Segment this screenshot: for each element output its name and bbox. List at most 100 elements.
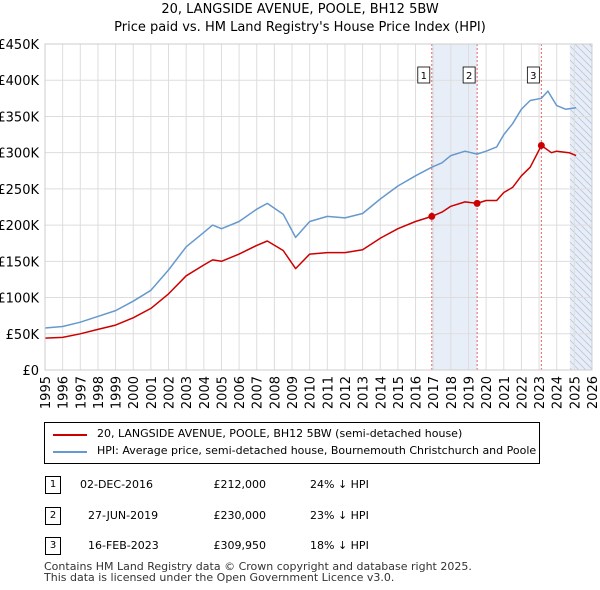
x-tick-label: 2009 — [286, 376, 301, 409]
sale-number-badge: 3 — [45, 537, 61, 555]
hatch-line — [569, 164, 593, 188]
hatch-line — [569, 255, 593, 279]
hatch-line — [569, 234, 593, 258]
footer-line-2: This data is licensed under the Open Gov… — [44, 571, 395, 584]
x-tick-label: 2018 — [445, 376, 460, 409]
x-tick-label: 2002 — [163, 376, 178, 409]
table-row: 1 02-DEC-2016 £212,000 24% ↓ HPI — [0, 474, 600, 498]
x-tick-label: 2023 — [533, 376, 548, 409]
legend-label-property: 20, LANGSIDE AVENUE, POOLE, BH12 5BW (se… — [97, 427, 463, 440]
sale-label: 1 — [421, 71, 427, 82]
hatch-line — [569, 332, 593, 356]
hatch-line — [569, 297, 593, 321]
y-tick-label: £350K — [0, 110, 39, 125]
sale-date: 27-JUN-2019 — [88, 509, 159, 522]
table-row: 3 16-FEB-2023 £309,950 18% ↓ HPI — [0, 535, 600, 559]
plot-frame — [44, 43, 593, 371]
hatch-line — [569, 143, 593, 167]
hatch-line — [569, 59, 593, 83]
property-price-line — [44, 144, 577, 339]
chart-title: 20, LANGSIDE AVENUE, POOLE, BH12 5BW — [161, 2, 439, 17]
x-tick-label: 2017 — [427, 376, 442, 409]
sale-hpi-diff: 23% ↓ HPI — [310, 509, 369, 522]
x-tick-label: 2010 — [304, 376, 319, 409]
x-tick-label: 2012 — [339, 376, 354, 409]
legend: 20, LANGSIDE AVENUE, POOLE, BH12 5BW (se… — [44, 422, 540, 464]
sale-price: £212,000 — [213, 478, 267, 491]
sale-price: £230,000 — [213, 509, 267, 522]
sale-point — [537, 141, 545, 149]
hatch-line — [569, 318, 593, 342]
x-tick-label: 1996 — [57, 376, 72, 409]
hatch-line — [569, 108, 593, 132]
footer: Contains HM Land Registry data © Crown c… — [44, 561, 472, 583]
legend-swatch-hpi — [53, 451, 87, 453]
hatch-line — [569, 311, 593, 335]
hatch-line — [569, 192, 593, 216]
sale-label-box — [526, 66, 540, 84]
x-tick-label: 2016 — [410, 376, 425, 409]
sale-hpi-diff: 24% ↓ HPI — [310, 478, 369, 491]
shaded-range-1 — [431, 44, 478, 370]
sale-number-badge: 2 — [45, 507, 61, 525]
hatch-line — [569, 241, 593, 265]
footer-line-1: Contains HM Land Registry data © Crown c… — [44, 560, 472, 573]
x-tick-label: 2008 — [268, 376, 283, 409]
hatch-line — [569, 45, 593, 69]
hatch-line — [569, 171, 593, 195]
y-tick-label: £100K — [0, 292, 39, 307]
sale-hpi-diff: 18% ↓ HPI — [310, 539, 369, 552]
y-tick-label: £200K — [0, 219, 39, 234]
hatch-line — [569, 66, 593, 90]
x-tick-label: 2011 — [321, 376, 336, 409]
sale-point — [473, 199, 481, 207]
hatch-line — [569, 227, 593, 251]
hatch-line — [588, 43, 593, 48]
y-tick-label: £50K — [6, 328, 40, 343]
y-tick-label: £0 — [22, 364, 39, 379]
hatch-line — [569, 73, 593, 97]
x-tick-label: 2004 — [198, 376, 213, 409]
hatch-line — [569, 129, 593, 153]
y-tick-label: £400K — [0, 74, 39, 89]
table-row: 2 27-JUN-2019 £230,000 23% ↓ HPI — [0, 505, 600, 529]
hatch-line — [581, 43, 593, 55]
hatch-line — [569, 304, 593, 328]
x-tick-label: 2013 — [357, 376, 372, 409]
sale-label: 2 — [466, 71, 472, 82]
x-tick-label: 2025 — [568, 376, 583, 409]
x-tick-label: 2003 — [180, 376, 195, 409]
hatch-line — [569, 136, 593, 160]
x-tick-label: 2006 — [233, 376, 248, 409]
y-tick-label: £450K — [0, 38, 39, 53]
hatch-line — [569, 276, 593, 300]
hatch-line — [569, 87, 593, 111]
hatch-line — [569, 290, 593, 314]
sale-point — [428, 212, 436, 220]
hatch-line — [569, 269, 593, 293]
x-tick-label: 1998 — [92, 376, 107, 409]
hatch-line — [569, 199, 593, 223]
legend-label-hpi: HPI: Average price, semi-detached house,… — [97, 444, 537, 457]
x-tick-label: 2005 — [215, 376, 230, 409]
y-tick-label: £250K — [0, 183, 39, 198]
x-tick-label: 2019 — [462, 376, 477, 409]
hatch-pattern — [569, 43, 593, 371]
sale-number-badge: 1 — [45, 476, 61, 494]
hatch-line — [569, 283, 593, 307]
sale-label-box — [462, 66, 476, 84]
hatch-line — [569, 248, 593, 272]
x-tick-label: 1995 — [39, 376, 54, 409]
hpi-line — [44, 90, 577, 329]
sale-label: 3 — [530, 71, 536, 82]
hatch-line — [569, 185, 593, 209]
y-tick-label: £150K — [0, 255, 39, 270]
x-tick-label: 1999 — [110, 376, 125, 409]
x-tick-label: 2021 — [498, 376, 513, 409]
x-tick-label: 2026 — [586, 376, 600, 409]
hatch-line — [569, 101, 593, 125]
hatch-line — [574, 43, 593, 62]
x-tick-label: 2014 — [374, 376, 389, 409]
hatch-line — [569, 157, 593, 181]
hatch-line — [569, 339, 593, 363]
